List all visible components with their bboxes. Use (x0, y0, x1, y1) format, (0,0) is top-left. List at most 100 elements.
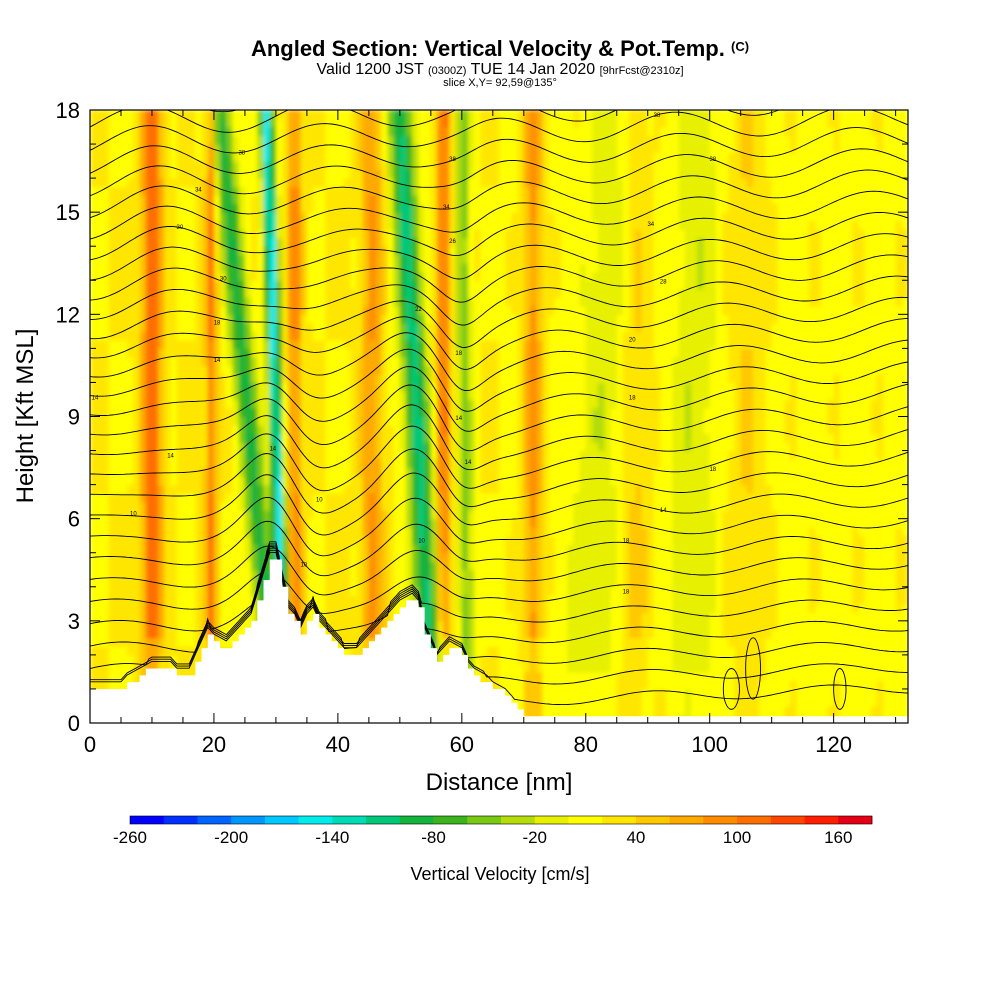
velocity-cell (102, 527, 110, 537)
velocity-cell (517, 586, 525, 596)
velocity-cell (492, 280, 500, 290)
velocity-cell (406, 246, 413, 256)
velocity-cell (375, 169, 382, 179)
velocity-cell (300, 459, 308, 469)
velocity-cell (362, 110, 370, 120)
velocity-cell (337, 356, 345, 366)
velocity-cell (480, 297, 488, 307)
velocity-cell (139, 331, 147, 341)
velocity-cell (381, 186, 389, 196)
velocity-cell (145, 569, 153, 579)
velocity-cell (461, 493, 469, 503)
velocity-cell (145, 331, 153, 341)
velocity-cell (474, 637, 481, 647)
velocity-cell (226, 254, 234, 264)
velocity-cell (220, 450, 227, 460)
velocity-cell (207, 493, 215, 503)
velocity-cell (127, 663, 134, 673)
velocity-cell (449, 484, 457, 494)
velocity-cell (152, 356, 159, 366)
velocity-cell (399, 220, 407, 230)
velocity-cell (387, 203, 395, 213)
velocity-cell (375, 459, 382, 469)
velocity-cell (127, 161, 134, 171)
velocity-cell (164, 578, 172, 588)
velocity-cell (220, 169, 227, 179)
velocity-cell (294, 425, 302, 435)
velocity-cell (412, 552, 419, 562)
velocity-cell (362, 408, 370, 418)
velocity-cell (145, 203, 153, 213)
velocity-cell (350, 433, 358, 443)
velocity-cell (114, 297, 122, 307)
velocity-cell (418, 314, 426, 324)
velocity-cell (480, 220, 488, 230)
velocity-cell (325, 433, 333, 443)
velocity-cell (455, 450, 463, 460)
velocity-cell (226, 365, 234, 375)
velocity-cell (207, 612, 215, 622)
velocity-cell (189, 518, 196, 528)
velocity-cell (288, 442, 296, 452)
velocity-cell (183, 339, 190, 349)
velocity-cell (424, 450, 432, 460)
velocity-cell (213, 586, 221, 596)
velocity-cell (313, 169, 320, 179)
velocity-cell (381, 476, 389, 486)
velocity-cell (430, 518, 438, 528)
velocity-cell (213, 246, 221, 256)
velocity-cell (90, 152, 97, 162)
velocity-cell (306, 288, 314, 298)
velocity-cell (356, 620, 364, 630)
velocity-cell (195, 178, 203, 188)
velocity-cell (288, 280, 296, 290)
velocity-cell (145, 578, 153, 588)
velocity-cell (226, 339, 234, 349)
velocity-cell (282, 288, 289, 298)
velocity-cell (344, 288, 351, 298)
velocity-cell (393, 110, 401, 120)
velocity-cell (133, 603, 141, 613)
velocity-cell (461, 271, 469, 281)
velocity-cell (393, 450, 401, 460)
velocity-cell (96, 331, 103, 341)
velocity-cell (486, 305, 494, 315)
velocity-cell (455, 416, 463, 426)
velocity-cell (412, 518, 419, 528)
velocity-cell (319, 229, 327, 239)
velocity-cell (90, 280, 97, 290)
velocity-cell (492, 671, 500, 681)
velocity-cell (511, 518, 519, 528)
velocity-cell (399, 408, 407, 418)
velocity-cell (325, 195, 333, 205)
velocity-cell (430, 544, 438, 554)
velocity-cell (133, 586, 141, 596)
velocity-cell (102, 654, 110, 664)
velocity-cell (257, 391, 265, 401)
velocity-cell (368, 203, 376, 213)
velocity-cell (468, 569, 475, 579)
velocity-cell (257, 544, 265, 554)
velocity-cell (306, 110, 314, 120)
velocity-cell (412, 365, 419, 375)
velocity-cell (201, 365, 209, 375)
velocity-cell (350, 195, 358, 205)
velocity-cell (344, 620, 351, 630)
velocity-cell (114, 484, 122, 494)
velocity-cell (170, 408, 178, 418)
velocity-cell (368, 442, 376, 452)
velocity-cell (158, 144, 165, 154)
velocity-cell (331, 195, 339, 205)
velocity-cell (393, 237, 401, 247)
velocity-cell (300, 493, 308, 503)
velocity-cell (381, 493, 389, 503)
velocity-cell (102, 467, 110, 477)
velocity-cell (412, 586, 419, 596)
velocity-cell (207, 263, 215, 273)
velocity-cell (387, 408, 395, 418)
velocity-cell (114, 178, 122, 188)
velocity-cell (195, 484, 203, 494)
velocity-cell (313, 118, 320, 128)
velocity-cell (300, 305, 308, 315)
velocity-cell (282, 382, 289, 392)
